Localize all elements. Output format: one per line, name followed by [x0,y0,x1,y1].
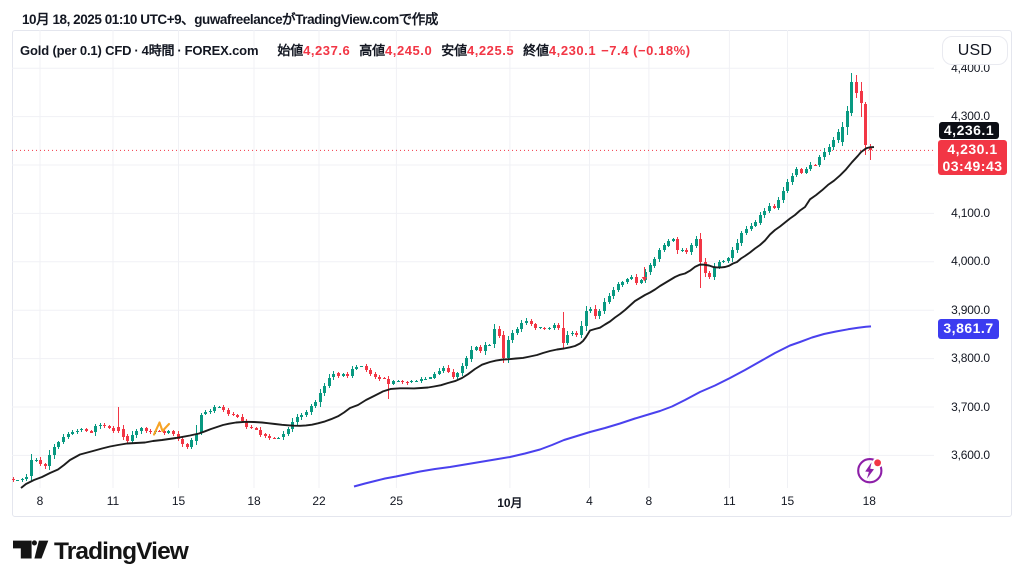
svg-text:TradingView: TradingView [54,540,190,565]
